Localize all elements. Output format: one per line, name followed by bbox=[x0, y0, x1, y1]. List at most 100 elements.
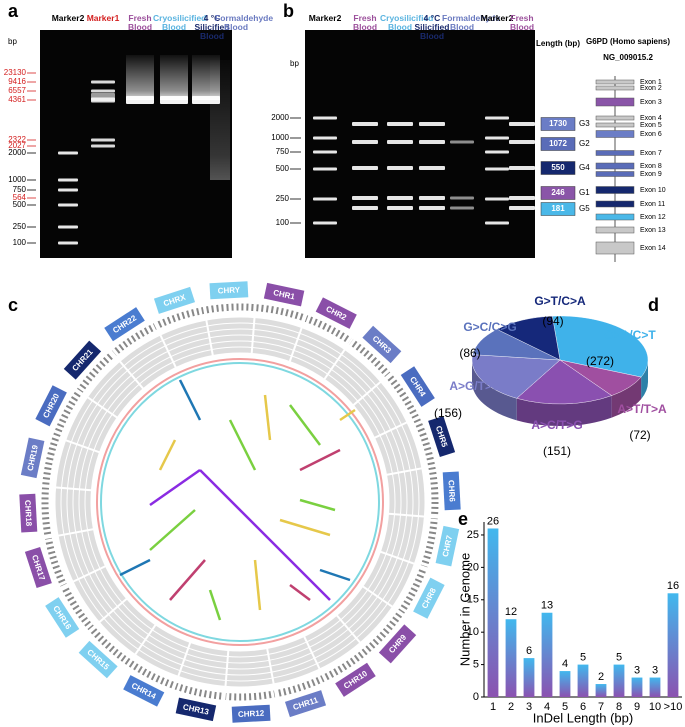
panel-label: a bbox=[8, 1, 19, 21]
track-gap bbox=[383, 464, 437, 477]
chromosome-box bbox=[20, 437, 45, 479]
chromosome-box bbox=[78, 640, 118, 679]
circos-link bbox=[299, 498, 336, 512]
exon-label: Exon 13 bbox=[640, 227, 666, 234]
gel-band bbox=[352, 122, 378, 126]
unit-label: bp bbox=[8, 37, 17, 46]
track-gap bbox=[350, 371, 393, 408]
size-label: 100 bbox=[276, 218, 290, 227]
size-label: 564 bbox=[13, 193, 27, 202]
slice-label: A>C/T>G bbox=[531, 418, 582, 432]
gel-band bbox=[58, 203, 78, 207]
gel-band bbox=[387, 166, 413, 170]
gel-band bbox=[419, 196, 445, 200]
gel-band bbox=[419, 166, 445, 170]
bar bbox=[541, 612, 553, 697]
gel-band bbox=[387, 206, 413, 210]
bar-label: 12 bbox=[505, 606, 517, 618]
gel-band bbox=[485, 221, 509, 225]
chromosome-box bbox=[263, 282, 305, 307]
size-label: 250 bbox=[13, 222, 27, 231]
slice-label: G>A/C>T bbox=[604, 328, 656, 342]
fragment-name: G3 bbox=[579, 119, 590, 128]
slice-side bbox=[516, 395, 612, 426]
track-gap bbox=[301, 633, 328, 683]
gel-band bbox=[450, 196, 474, 200]
size-label: 2322 bbox=[8, 135, 26, 144]
gel-band bbox=[485, 197, 509, 201]
fragment-box bbox=[540, 137, 576, 151]
fragment-length: 550 bbox=[551, 163, 565, 172]
chromosome-label: CHR12 bbox=[231, 704, 271, 723]
circos-link bbox=[158, 439, 177, 471]
chromosome-box bbox=[442, 471, 461, 511]
chromosome-box bbox=[153, 286, 196, 314]
lane-label: Marker2 bbox=[51, 13, 85, 23]
gel-band bbox=[509, 140, 535, 144]
slice-side bbox=[472, 360, 517, 421]
exon bbox=[595, 97, 635, 107]
exon-label: Exon 10 bbox=[640, 187, 666, 194]
exon bbox=[595, 213, 635, 221]
track-gap bbox=[152, 321, 179, 371]
fragment-box bbox=[540, 161, 576, 175]
track-ring bbox=[79, 341, 401, 663]
slice bbox=[516, 359, 613, 405]
track-gap bbox=[385, 512, 440, 519]
bar-label: 26 bbox=[487, 515, 499, 527]
lane-label: Cryosilicified Blood bbox=[380, 13, 434, 32]
exon bbox=[595, 115, 635, 121]
gel-band bbox=[91, 93, 115, 101]
gel-band bbox=[450, 140, 474, 144]
unit-label: bp bbox=[290, 59, 299, 68]
bar-label: 6 bbox=[526, 645, 532, 657]
x-axis-label: InDel Length (bp) bbox=[533, 710, 633, 725]
length-header: Length (bp) bbox=[536, 39, 580, 48]
bar-label: 2 bbox=[598, 671, 604, 683]
chromosome-box bbox=[435, 525, 460, 567]
exon bbox=[595, 200, 635, 208]
track-gap bbox=[202, 305, 215, 359]
bar bbox=[595, 684, 607, 697]
circos-link bbox=[228, 419, 257, 471]
exon bbox=[595, 79, 635, 85]
lane-label: Marker1 bbox=[86, 13, 120, 23]
chromosome-label: CHR19 bbox=[20, 437, 45, 479]
fragment-box bbox=[540, 186, 576, 200]
size-label: 100 bbox=[13, 238, 27, 247]
size-label: 2000 bbox=[8, 148, 26, 157]
exon-label: Exon 5 bbox=[640, 122, 662, 129]
circos-link bbox=[299, 448, 341, 472]
track-gap bbox=[377, 549, 429, 570]
circos-link bbox=[289, 404, 321, 446]
fragment-box bbox=[540, 117, 576, 131]
track-ring bbox=[61, 323, 419, 681]
exon-label: Exon 12 bbox=[640, 214, 666, 221]
gel-band bbox=[313, 136, 337, 140]
chromosome-name: CHR12 bbox=[238, 709, 265, 719]
lane-label: Formaldehyde Blood bbox=[442, 13, 501, 32]
exon-label: Exon 11 bbox=[640, 201, 665, 208]
lane-label: Formaldehyde Blood bbox=[215, 13, 274, 32]
chromosome-label: CHR15 bbox=[78, 640, 118, 679]
gel-band bbox=[485, 136, 509, 140]
size-label: 500 bbox=[276, 164, 290, 173]
track-gap bbox=[40, 485, 95, 492]
chromosome-label: CHR3 bbox=[362, 325, 402, 364]
y-tick-label: 25 bbox=[467, 529, 479, 541]
slice-value: (86) bbox=[459, 346, 480, 360]
chromosome-box bbox=[231, 704, 271, 723]
x-tick-label: 3 bbox=[526, 701, 532, 713]
fragment-name: G1 bbox=[579, 188, 590, 197]
chromosome-box bbox=[104, 307, 145, 342]
x-tick-label: 6 bbox=[580, 701, 586, 713]
exon-label: Exon 9 bbox=[640, 171, 662, 178]
size-label: 250 bbox=[276, 194, 290, 203]
circos-link bbox=[178, 379, 202, 421]
bar bbox=[505, 619, 517, 697]
fragment-name: G5 bbox=[579, 204, 590, 213]
bar bbox=[559, 671, 571, 697]
gel-band bbox=[160, 96, 188, 104]
exon-label: Exon 8 bbox=[640, 163, 662, 170]
